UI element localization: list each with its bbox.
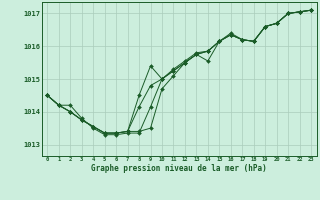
X-axis label: Graphe pression niveau de la mer (hPa): Graphe pression niveau de la mer (hPa) — [91, 164, 267, 173]
